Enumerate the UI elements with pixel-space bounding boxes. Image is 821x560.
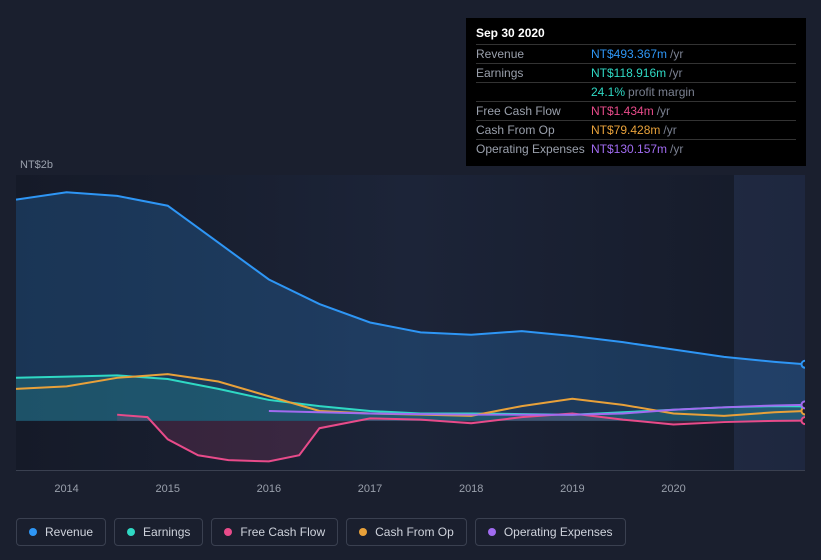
gridline <box>16 470 805 471</box>
tooltip-rows: RevenueNT$493.367m/yrEarningsNT$118.916m… <box>476 45 796 158</box>
x-tick-label: 2018 <box>459 483 483 495</box>
tooltip-label: Operating Expenses <box>476 142 591 156</box>
tooltip-label: Earnings <box>476 66 591 80</box>
legend-label: Cash From Op <box>375 525 454 539</box>
y-tick-label: NT$2b <box>20 159 53 171</box>
tooltip-date: Sep 30 2020 <box>476 26 796 45</box>
plot-svg <box>16 175 805 470</box>
x-tick-label: 2015 <box>155 483 179 495</box>
tooltip-label: Free Cash Flow <box>476 104 591 118</box>
legend-item-earnings[interactable]: Earnings <box>114 518 203 546</box>
tooltip-label: Cash From Op <box>476 123 591 137</box>
tooltip-unit: /yr <box>663 123 676 137</box>
legend-item-revenue[interactable]: Revenue <box>16 518 106 546</box>
x-tick-label: 2017 <box>358 483 382 495</box>
legend-dot <box>29 528 37 536</box>
tooltip-row: EarningsNT$118.916m/yr <box>476 64 796 83</box>
plot-area <box>16 175 805 470</box>
tooltip-unit: /yr <box>657 104 670 118</box>
legend-label: Revenue <box>45 525 93 539</box>
tooltip-unit: profit margin <box>628 85 695 99</box>
tooltip-row: Operating ExpensesNT$130.157m/yr <box>476 140 796 158</box>
tooltip-label: Revenue <box>476 47 591 61</box>
tooltip-row: Cash From OpNT$79.428m/yr <box>476 121 796 140</box>
x-tick-label: 2016 <box>257 483 281 495</box>
financial-chart[interactable]: NT$2bNT$0-NT$400m 2014201520162017201820… <box>16 155 805 505</box>
legend-dot <box>359 528 367 536</box>
legend-dot <box>224 528 232 536</box>
tooltip-value: NT$130.157m <box>591 142 667 156</box>
legend-label: Earnings <box>143 525 190 539</box>
chart-legend: Revenue Earnings Free Cash Flow Cash From O… <box>16 518 626 546</box>
tooltip-value: NT$1.434m <box>591 104 654 118</box>
tooltip-value: NT$118.916m <box>591 66 666 80</box>
tooltip-row: 24.1%profit margin <box>476 83 796 102</box>
legend-label: Operating Expenses <box>504 525 613 539</box>
end-marker <box>802 361 806 368</box>
x-tick-label: 2019 <box>560 483 584 495</box>
tooltip-value: NT$79.428m <box>591 123 660 137</box>
tooltip-unit: /yr <box>670 47 683 61</box>
tooltip-row: RevenueNT$493.367m/yr <box>476 45 796 64</box>
tooltip-unit: /yr <box>670 142 683 156</box>
legend-item-operating-expenses[interactable]: Operating Expenses <box>475 518 626 546</box>
data-tooltip: Sep 30 2020 RevenueNT$493.367m/yrEarning… <box>466 18 806 166</box>
tooltip-value: 24.1% <box>591 85 625 99</box>
x-tick-label: 2020 <box>661 483 685 495</box>
legend-item-cash-from-op[interactable]: Cash From Op <box>346 518 467 546</box>
x-tick-label: 2014 <box>54 483 78 495</box>
tooltip-value: NT$493.367m <box>591 47 667 61</box>
end-marker <box>802 417 806 424</box>
tooltip-row: Free Cash FlowNT$1.434m/yr <box>476 102 796 121</box>
legend-item-free-cash-flow[interactable]: Free Cash Flow <box>211 518 338 546</box>
legend-label: Free Cash Flow <box>240 525 325 539</box>
legend-dot <box>488 528 496 536</box>
end-marker <box>802 401 806 408</box>
legend-dot <box>127 528 135 536</box>
tooltip-unit: /yr <box>669 66 682 80</box>
